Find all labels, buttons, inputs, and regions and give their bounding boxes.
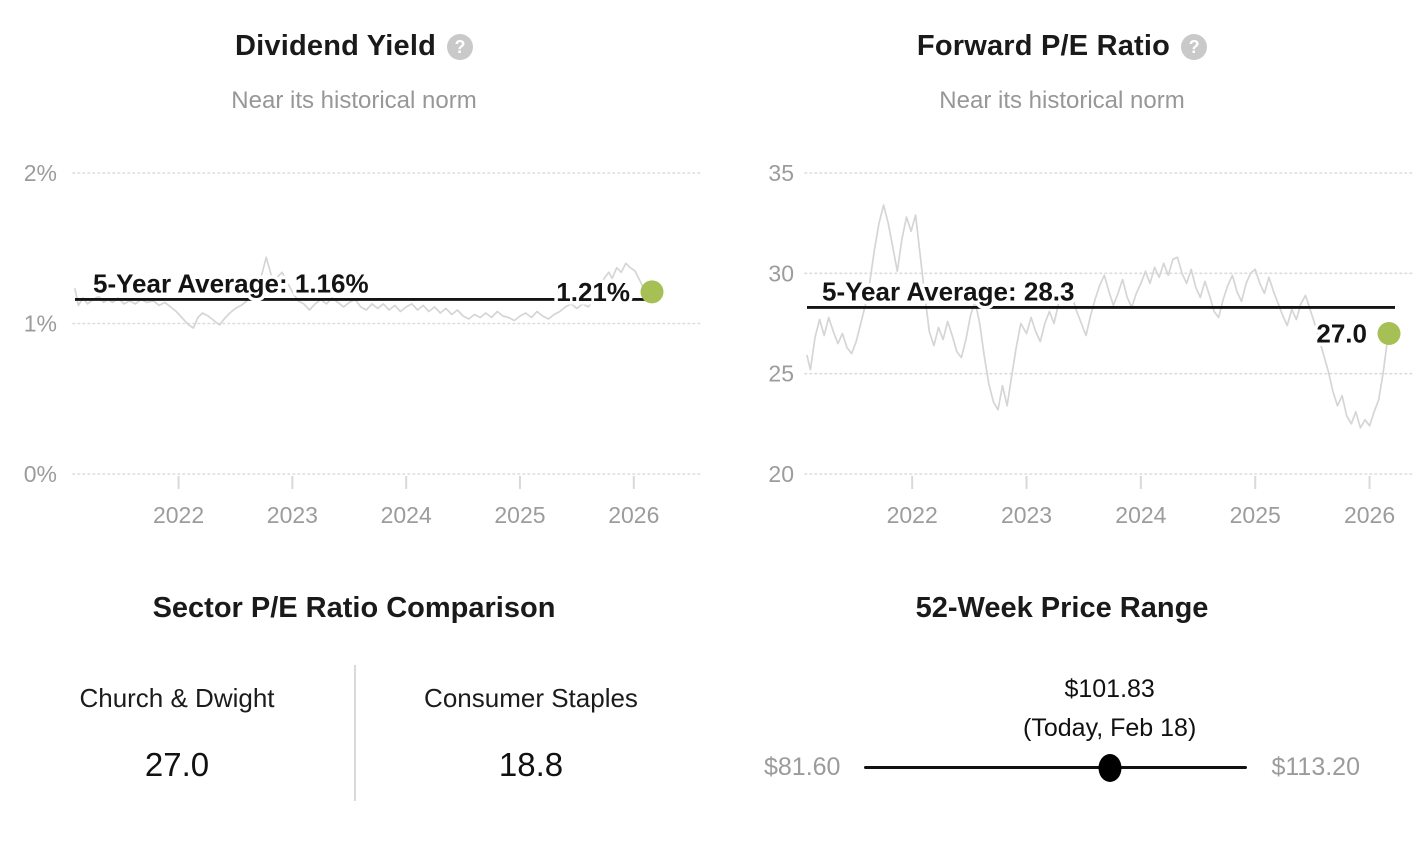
price-range-track: $101.83 (Today, Feb 18) [864,675,1248,782]
current-price-label: $101.83 [1064,675,1155,703]
current-price-dot [1098,753,1122,782]
company-pe-column: Church & Dwight 27.0 [0,625,354,784]
dividend-yield-title: Dividend Yield [234,30,436,62]
y-axis-tick-label: 1% [24,311,57,337]
average-value-label: 5-Year Average: 1.16% [93,268,369,298]
help-icon[interactable]: ? [1181,33,1208,60]
y-axis-tick-label: 25 [768,361,794,387]
current-value-dot [640,280,664,304]
x-axis-tick-label: 2022 [153,502,204,528]
forward-pe-header: Forward P/E Ratio ? Near its historical … [708,0,1416,115]
y-axis-tick-label: 0% [24,461,57,487]
current-value-dot [1377,322,1401,346]
current-price-callout: $101.83 (Today, Feb 18) [1023,675,1196,743]
dividend-yield-panel: Dividend Yield ? Near its historical nor… [0,0,708,556]
x-axis-tick-label: 2022 [887,502,938,528]
sector-name-label: Consumer Staples [424,683,638,713]
x-axis-tick-label: 2026 [608,502,659,528]
x-axis-tick-label: 2026 [1344,502,1395,528]
y-axis-tick-label: 20 [768,461,794,487]
x-axis-tick-label: 2025 [1230,502,1281,528]
range-low-label: $81.60 [764,753,841,781]
sector-pe-column: Consumer Staples 18.8 [354,625,708,784]
dividend-yield-subtitle: Near its historical norm [231,87,477,114]
x-axis-tick-label: 2024 [381,502,432,528]
sector-comparison-title: Sector P/E Ratio Comparison [152,592,556,624]
company-name-label: Church & Dwight [79,683,275,713]
forward-pe-panel: Forward P/E Ratio ? Near its historical … [708,0,1416,556]
sector-comparison-body: Church & Dwight 27.0 Consumer Staples 18… [0,625,708,801]
y-axis-tick-label: 35 [768,160,794,186]
x-axis-tick-label: 2023 [267,502,318,528]
history-line [806,204,1390,429]
help-icon[interactable]: ? [447,33,473,60]
range-high-label: $113.20 [1271,753,1360,781]
dividend-yield-header: Dividend Yield ? Near its historical nor… [0,0,708,115]
current-date-label: (Today, Feb 18) [1023,714,1197,742]
dividend-yield-chart[interactable]: 0% 1% 2% 2022 2023 2024 2025 2026 5-Year Average… [0,141,708,541]
history-line [74,256,653,329]
sector-pe-comparison-panel: Sector P/E Ratio Comparison Church & Dwi… [0,556,708,844]
company-pe-value: 27.0 [144,746,210,783]
x-axis-tick-label: 2023 [1001,502,1052,528]
price-range-body: $81.60 $101.83 (Today, Feb 18) $113.20 [708,625,1416,825]
x-axis-tick-label: 2025 [494,502,545,528]
y-axis-tick-label: 2% [24,160,57,186]
current-value-label: 1.21% [556,277,630,307]
forward-pe-title: Forward P/E Ratio [916,30,1171,62]
y-axis-tick-label: 30 [768,260,794,286]
vertical-divider [354,665,356,801]
price-range-panel: 52-Week Price Range $81.60 $101.83 (Toda… [708,556,1416,844]
x-axis-tick-label: 2024 [1115,502,1166,528]
average-value-label: 5-Year Average: 28.3 [822,276,1074,306]
current-value-label: 27.0 [1316,319,1367,349]
forward-pe-subtitle: Near its historical norm [939,87,1185,114]
price-range-title: 52-Week Price Range [915,592,1209,624]
sector-pe-value: 18.8 [498,746,564,783]
